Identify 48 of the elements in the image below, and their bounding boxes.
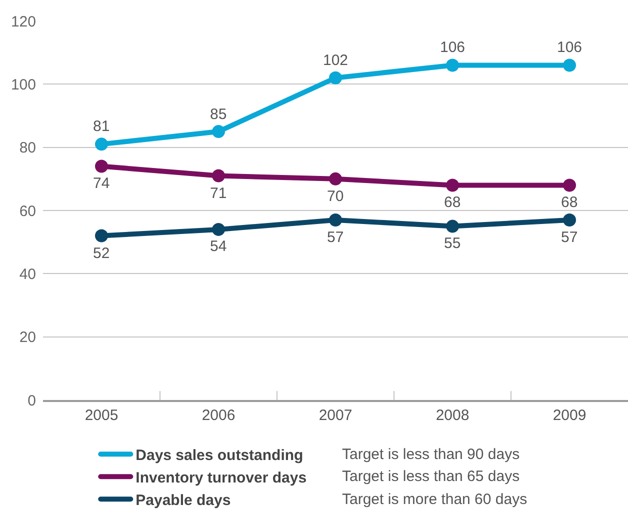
data-label: 68 <box>561 194 578 211</box>
text: Target is less than 65 days <box>342 468 520 485</box>
data-label: 102 <box>323 52 348 69</box>
data-label: 106 <box>557 39 582 56</box>
point <box>329 71 342 84</box>
point <box>446 220 459 233</box>
point <box>212 125 225 138</box>
data-label: 57 <box>327 229 344 246</box>
data-label: 74 <box>93 175 110 192</box>
point <box>563 58 576 72</box>
data-label: 85 <box>210 106 227 123</box>
point <box>95 160 108 173</box>
point <box>95 229 108 242</box>
point <box>446 58 459 72</box>
y-tick-label: 60 <box>19 202 36 220</box>
data-label: 55 <box>444 235 461 252</box>
x-tick-label: 2008 <box>436 407 470 424</box>
data-label: 57 <box>561 229 578 246</box>
text: Target is less than 90 days <box>342 446 520 463</box>
x-tick-label: 2006 <box>202 407 236 424</box>
y-tick-label: 80 <box>19 140 36 157</box>
point <box>212 169 225 182</box>
point <box>95 138 108 151</box>
y-tick-label: 20 <box>19 329 36 346</box>
x-tick-label: 2005 <box>84 407 118 424</box>
point <box>446 178 459 192</box>
x-tick-label: 2007 <box>318 407 352 424</box>
data-label: 68 <box>444 194 461 211</box>
text: Target is more than 60 days <box>342 491 528 508</box>
point <box>329 172 342 186</box>
y-tick-label: 120 <box>10 13 36 30</box>
data-label: 71 <box>210 185 227 202</box>
data-label: 52 <box>93 245 110 262</box>
data-label: 81 <box>93 118 110 135</box>
point <box>329 213 342 226</box>
data-label: 54 <box>210 238 227 255</box>
x-tick-label: 2009 <box>552 407 586 424</box>
point <box>563 178 576 192</box>
point <box>563 213 576 226</box>
data-label: 106 <box>440 39 466 56</box>
legend-label: Payable days <box>136 492 231 509</box>
legend-label: Inventory turnover days <box>136 470 307 486</box>
legend-label: Days sales outstanding <box>136 447 304 464</box>
data-label: 70 <box>327 188 344 205</box>
point <box>212 222 225 236</box>
y-tick-label: 100 <box>10 76 36 94</box>
y-tick-label: 0 <box>28 392 36 410</box>
y-tick-label: 40 <box>19 266 36 283</box>
